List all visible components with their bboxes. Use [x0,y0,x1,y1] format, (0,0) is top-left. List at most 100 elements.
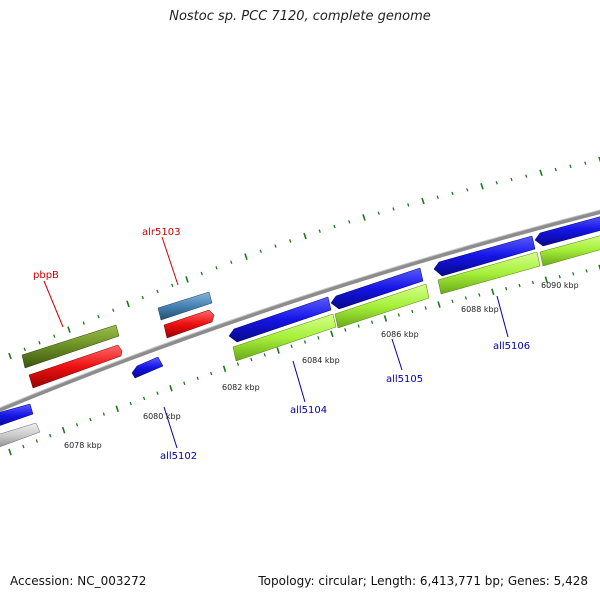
genome-backbone-highlight [0,209,600,409]
upper-tick [495,181,498,185]
lower-tick [183,381,186,385]
feature-track [0,216,600,448]
lower-tick [424,306,427,310]
upper-tick [436,195,439,199]
page-title: Nostoc sp. PCC 7120, complete genome [169,9,431,24]
upper-tick [126,300,130,308]
lower-tick-track [8,264,600,456]
lower-tick [531,280,535,285]
lower-tick [317,336,320,340]
cds-right-edge [539,235,600,267]
lower-tick [250,357,253,362]
lower-tick [210,371,213,376]
lower-tick [344,328,347,332]
gene-label-alr5103: alr5103 [142,227,180,238]
lower-tick [598,264,600,271]
lower-tick [383,315,388,322]
lower-tick [478,293,481,297]
lower-tick [276,347,280,354]
lower-tick [156,391,159,395]
upper-tick [53,334,56,338]
upper-tick [333,224,336,229]
gene-all5102 [131,356,164,379]
upper-tick [421,197,425,205]
upper-tick [525,174,528,178]
lower-tick [330,330,334,338]
lower-tick [263,353,266,357]
accession-label: Accession: NC_003272 [10,574,147,588]
upper-tick [348,220,351,224]
upper-tick [156,289,159,294]
lower-tick [411,309,414,314]
lower-tick [35,439,38,443]
lower-tick [290,344,293,348]
lower-tick [572,272,575,276]
gene-label-all5104: all5104 [290,405,327,416]
lower-tick [102,412,105,416]
lower-tick [505,286,508,291]
gene-all5106 [433,235,536,277]
upper-tick [215,266,218,270]
upper-tick [392,207,395,211]
genome-summary: Topology: circular; Length: 6,413,771 bp… [258,574,588,588]
upper-tick [141,295,144,300]
upper-tick [82,321,85,325]
upper-tick [244,253,248,260]
gene-label-all5105: all5105 [386,374,423,385]
upper-tick [259,249,262,254]
lower-tick [49,433,52,438]
gene-label-all5106: all5106 [493,341,530,352]
lower-tick [8,448,12,456]
gene-all5104 [228,296,332,343]
upper-tick [274,244,277,248]
leader-alr5103 [161,236,179,286]
lower-tick [196,376,199,380]
gene-right-edge [534,216,600,247]
kbp-label-6084: 6084 kbp [302,356,340,365]
upper-tick [67,326,71,333]
gene-all5105 [330,267,424,310]
lower-tick [558,275,561,279]
gene-gray-left-edge [0,422,41,448]
upper-tick [97,314,100,319]
upper-tick [303,232,307,240]
lower-tick [518,283,521,288]
upper-tick [407,203,410,207]
cds-all5104 [232,313,337,362]
lower-tick [61,426,66,434]
upper-tick [377,211,380,215]
lower-tick [169,384,173,392]
upper-tick-track [8,156,600,360]
upper-tick [362,214,366,221]
lower-tick [370,320,374,324]
upper-tick [200,271,203,276]
leader-all5106 [496,295,509,338]
upper-tick [598,156,600,163]
kbp-label-6078: 6078 kbp [64,441,102,450]
gene-label-all5102: all5102 [160,451,197,462]
cds-all5106 [437,251,541,295]
lower-tick [115,405,119,413]
upper-tick [38,341,41,345]
upper-tick [112,308,115,312]
lower-tick [491,288,495,296]
kbp-label-6080: 6080 kbp [143,412,181,421]
upper-tick [466,188,469,192]
upper-tick [185,276,189,283]
upper-tick [539,169,543,177]
leader-all5105 [391,338,403,371]
upper-tick [318,229,321,233]
upper-tick [569,164,572,169]
upper-tick [171,283,174,288]
upper-tick [510,177,513,182]
cds-alr5103 [163,309,215,339]
cds-all5105 [334,283,430,329]
kbp-label-6086: 6086 kbp [381,330,419,339]
genome-backbone [0,209,600,412]
lower-tick [397,313,400,317]
lower-tick [464,296,468,300]
leader-all5104 [292,360,306,403]
upper-tick [289,239,292,243]
lower-tick [236,362,240,366]
